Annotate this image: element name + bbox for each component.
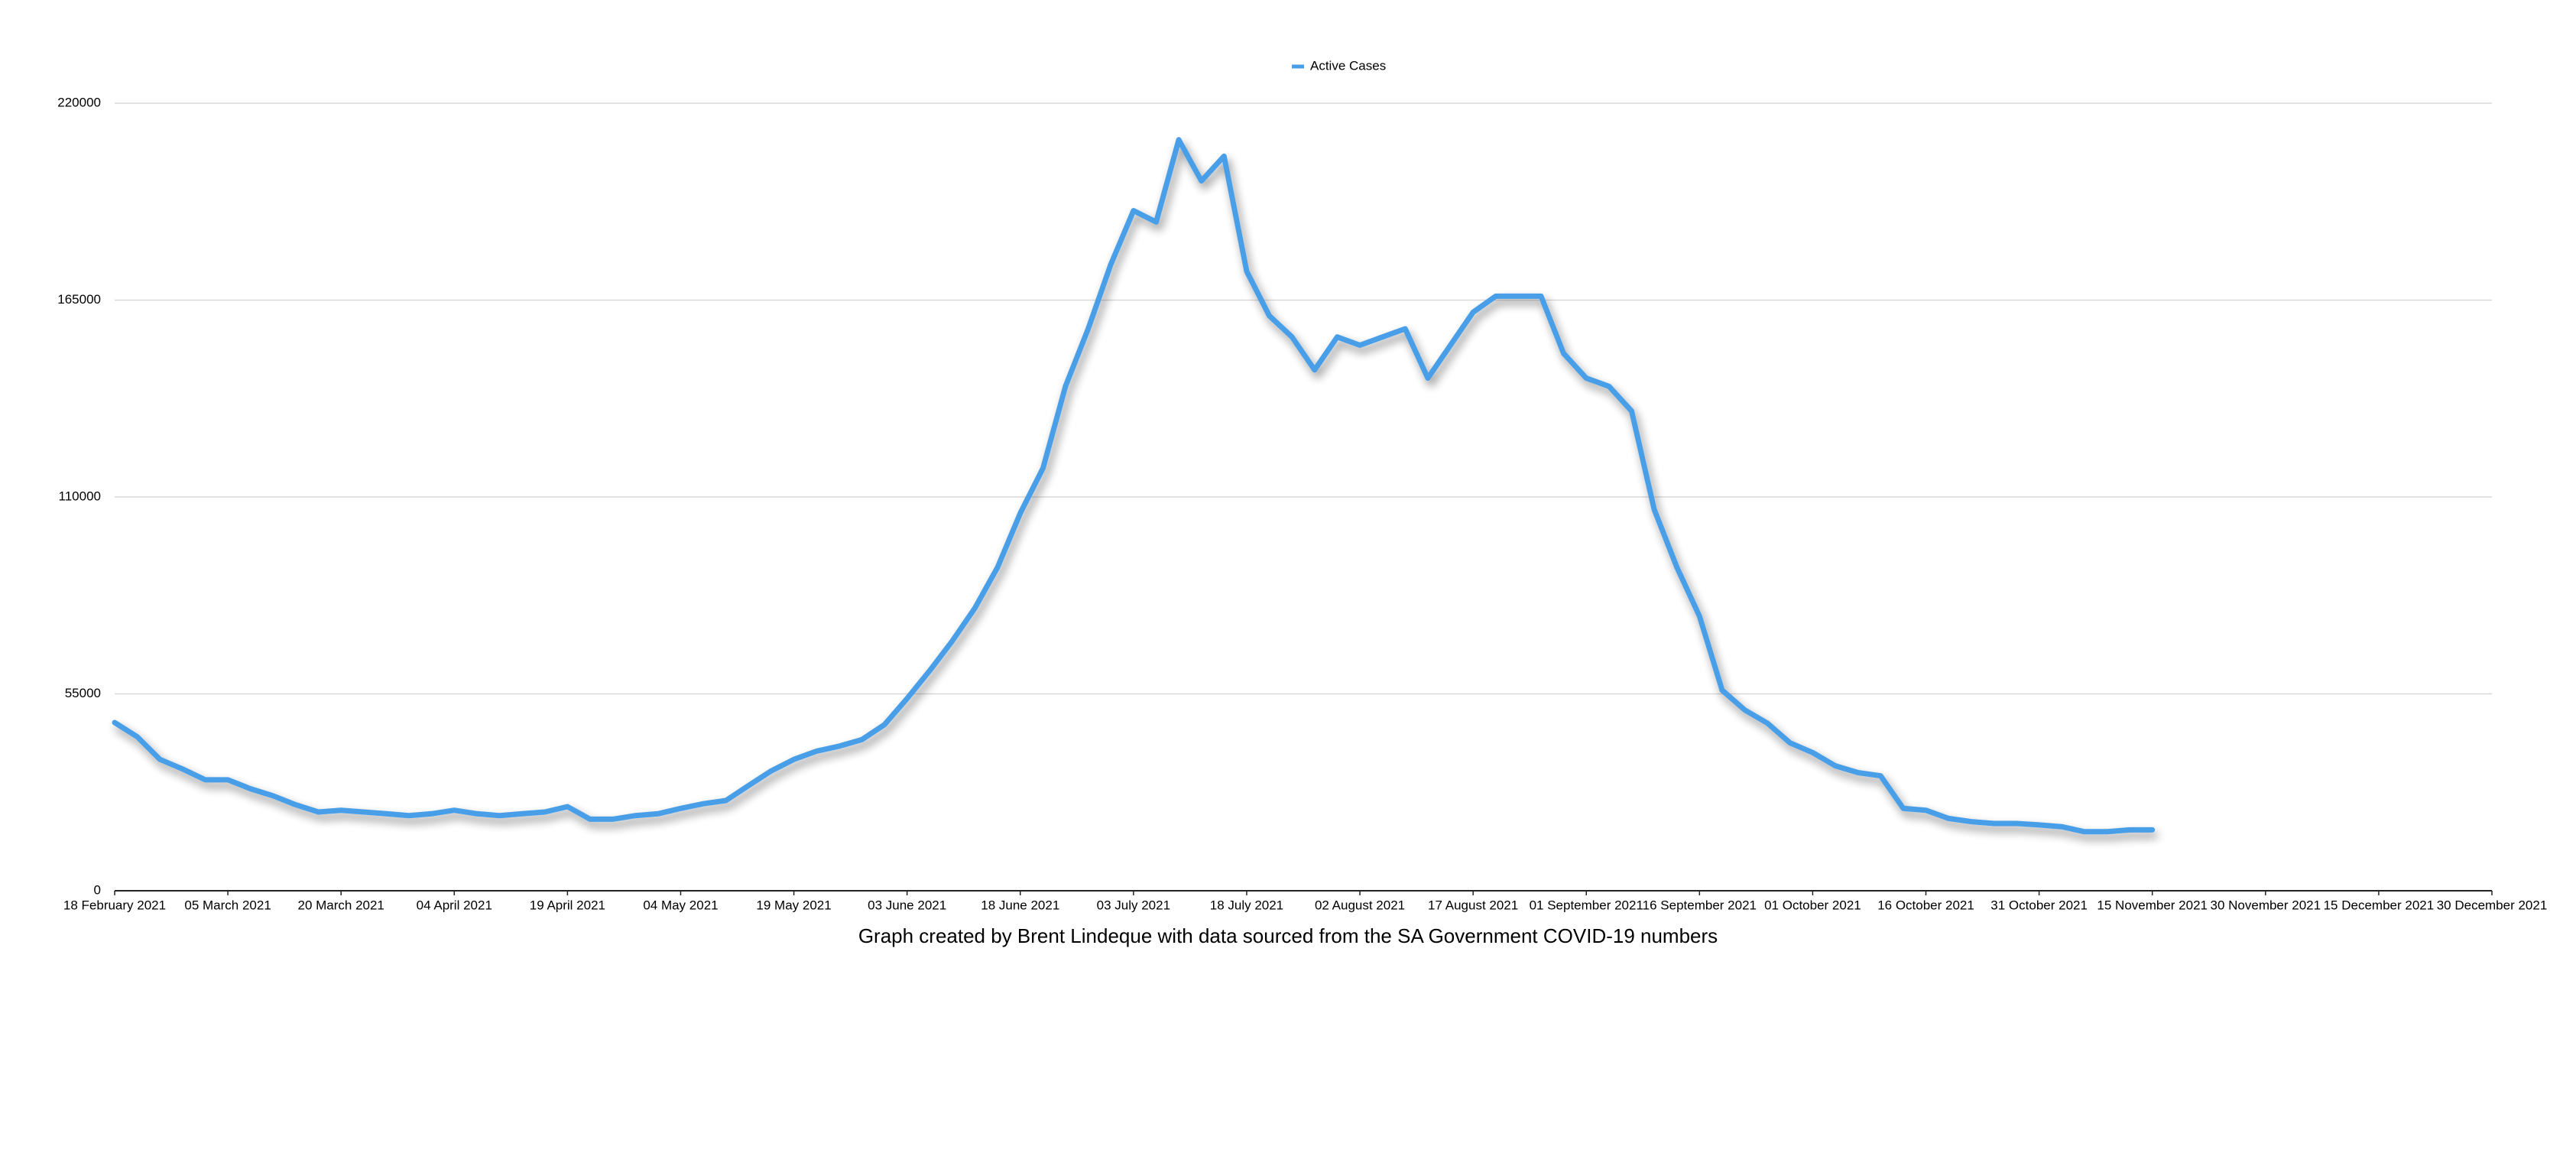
x-tick-label: 03 July 2021: [1097, 898, 1170, 912]
x-tick-label: 17 August 2021: [1428, 898, 1518, 912]
x-tick-label: 05 March 2021: [184, 898, 271, 912]
x-tick-label: 18 July 2021: [1210, 898, 1283, 912]
x-tick-label: 15 December 2021: [2324, 898, 2435, 912]
y-tick-label: 55000: [65, 686, 101, 700]
x-tick-label: 19 April 2021: [530, 898, 605, 912]
x-tick-label: 31 October 2021: [1990, 898, 2088, 912]
y-tick-label: 220000: [57, 95, 101, 109]
x-tick-label: 19 May 2021: [756, 898, 831, 912]
legend-label: Active Cases: [1310, 58, 1386, 73]
x-tick-label: 20 March 2021: [297, 898, 384, 912]
x-tick-label: 03 June 2021: [868, 898, 946, 912]
x-tick-label: 01 September 2021: [1530, 898, 1643, 912]
x-tick-label: 16 October 2021: [1877, 898, 1974, 912]
data-line: [112, 137, 2156, 835]
x-tick-label: 18 February 2021: [63, 898, 166, 912]
x-tick-label: 15 November 2021: [2097, 898, 2208, 912]
x-tick-label: 30 December 2021: [2437, 898, 2548, 912]
x-tick-label: 04 April 2021: [417, 898, 492, 912]
x-tick-label: 30 November 2021: [2211, 898, 2321, 912]
x-tick-label: 02 August 2021: [1315, 898, 1405, 912]
y-tick-label: 165000: [57, 292, 101, 307]
y-tick-label: 110000: [59, 489, 101, 503]
x-tick-label: 04 May 2021: [643, 898, 718, 912]
x-tick-label: 16 September 2021: [1643, 898, 1757, 912]
x-tick-label: 18 June 2021: [981, 898, 1059, 912]
y-tick-label: 0: [94, 882, 101, 897]
x-tick-label: 01 October 2021: [1764, 898, 1861, 912]
caption: Graph created by Brent Lindeque with dat…: [858, 924, 1718, 947]
